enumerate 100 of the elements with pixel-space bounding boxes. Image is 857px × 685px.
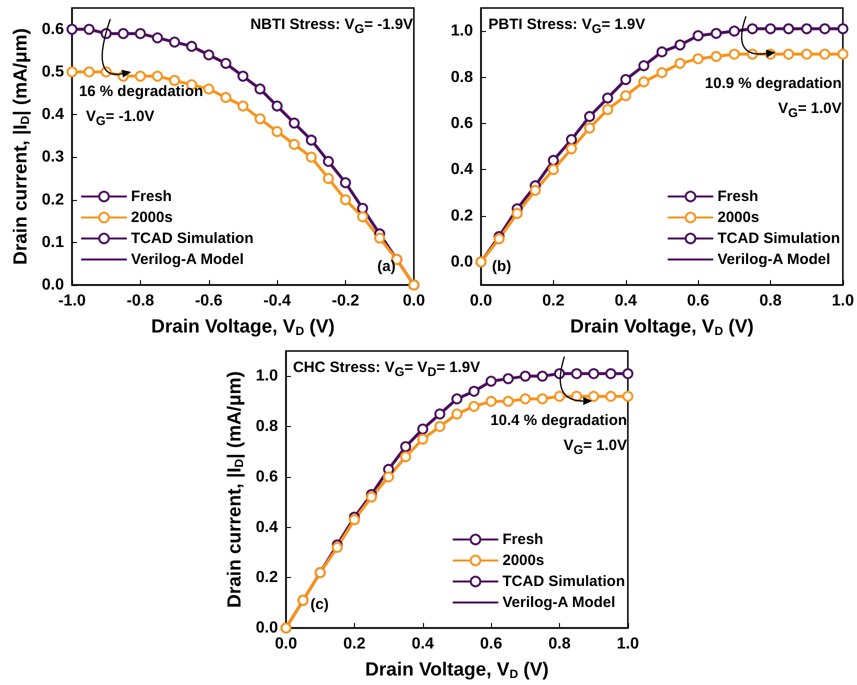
point (272, 100, 283, 112)
point (692, 53, 704, 64)
x-tick-label: -0.8 (126, 292, 154, 310)
point (237, 70, 248, 82)
x-tick-label: -0.6 (194, 292, 223, 310)
point (451, 393, 462, 404)
annotation: V$_{G}$= 1.0V (778, 100, 842, 122)
x-tick-label: 0.0 (470, 292, 492, 310)
annotation: 10.4 % degradation (490, 412, 628, 430)
point (468, 386, 480, 397)
y-tick-label: 0.4 (450, 161, 474, 178)
point (520, 370, 531, 382)
y-tick-label: 0.4 (256, 518, 278, 536)
point (118, 28, 129, 40)
point (468, 400, 480, 412)
legend-label: Fresh (502, 531, 544, 548)
point (622, 390, 634, 402)
annotation: V$_{G}$= 1.0V (564, 437, 628, 460)
point (203, 49, 214, 60)
annotation: (a) (377, 258, 396, 276)
point (620, 90, 632, 102)
point (486, 376, 497, 387)
point (566, 134, 577, 146)
y-tick-label: 0.5 (42, 63, 64, 80)
point (783, 48, 794, 60)
point (306, 134, 317, 146)
point (288, 118, 300, 129)
point (434, 408, 446, 420)
x-tick-label: 1.0 (832, 292, 854, 310)
legend-label: Verilog-A Model (502, 594, 616, 611)
point (340, 194, 352, 206)
point (728, 26, 740, 37)
point (584, 110, 596, 122)
point (152, 70, 163, 82)
point (605, 390, 616, 402)
y-tick-label: 1.0 (450, 22, 474, 40)
point (134, 70, 146, 82)
point (272, 126, 283, 138)
point (554, 390, 566, 402)
legend-label: Verilog-A Model (718, 251, 830, 268)
y-tick-label: 0.6 (42, 20, 64, 38)
y-tick-label: 0.0 (256, 620, 278, 636)
x-tick-label: 0.0 (402, 292, 426, 310)
x-tick-label: 0.6 (480, 636, 502, 652)
legend-label: 2000s (502, 552, 544, 569)
y-tick-label: 0.8 (256, 418, 278, 436)
point (837, 48, 848, 60)
y-axis-title: Drain current, |ID| (mA/μm) (10, 28, 32, 265)
x-tick-label: 0.8 (548, 636, 571, 652)
y-tick-label: 0.4 (42, 106, 64, 124)
legend-label: 2000s (131, 209, 173, 226)
x-tick-label: 0.4 (614, 292, 637, 310)
legend-label: TCAD Simulation (131, 230, 254, 247)
point (605, 368, 616, 380)
point (502, 396, 514, 407)
x-tick-label: 0.8 (759, 292, 782, 310)
annotation: 10.9 % degradation (704, 74, 842, 93)
point (520, 393, 531, 404)
point (620, 74, 632, 86)
legend-label: TCAD Simulation (718, 230, 840, 247)
point (548, 164, 559, 176)
point (656, 67, 668, 78)
point (220, 92, 232, 103)
y-tick-label: 0.2 (42, 191, 64, 208)
y-tick-label: 0.2 (450, 207, 474, 224)
y-tick-label: 0.8 (450, 68, 474, 86)
legend-label: 2000s (718, 209, 760, 226)
point (186, 40, 198, 52)
point (220, 58, 232, 69)
point (237, 100, 248, 112)
point (536, 393, 548, 404)
point (801, 23, 812, 34)
x-tick-label: 0.0 (274, 636, 298, 652)
point (638, 76, 650, 88)
point (322, 172, 334, 184)
point (357, 202, 368, 214)
y-tick-label: 0.6 (450, 114, 474, 132)
legend-label: Verilog-A Model (131, 251, 244, 268)
y-tick-label: 0.2 (256, 569, 278, 586)
point (692, 30, 704, 42)
point (434, 421, 446, 432)
annotation: (c) (310, 596, 329, 614)
point (169, 74, 180, 86)
y-axis-title: Drain current, |ID| (mA/μm) (224, 371, 246, 608)
x-tick-label: 0.2 (542, 292, 565, 310)
legend-label: TCAD Simulation (502, 573, 625, 590)
point (801, 48, 812, 60)
point (674, 58, 686, 69)
point (134, 28, 146, 40)
point (502, 373, 514, 384)
point (837, 23, 848, 34)
x-tick-label: 0.2 (343, 636, 366, 652)
legend-label: Fresh (131, 188, 172, 205)
point (400, 441, 412, 452)
point (66, 24, 78, 35)
point (374, 232, 386, 244)
y-tick-label: 0.0 (42, 276, 64, 294)
point (400, 451, 412, 462)
point (588, 390, 600, 402)
point (765, 23, 776, 34)
